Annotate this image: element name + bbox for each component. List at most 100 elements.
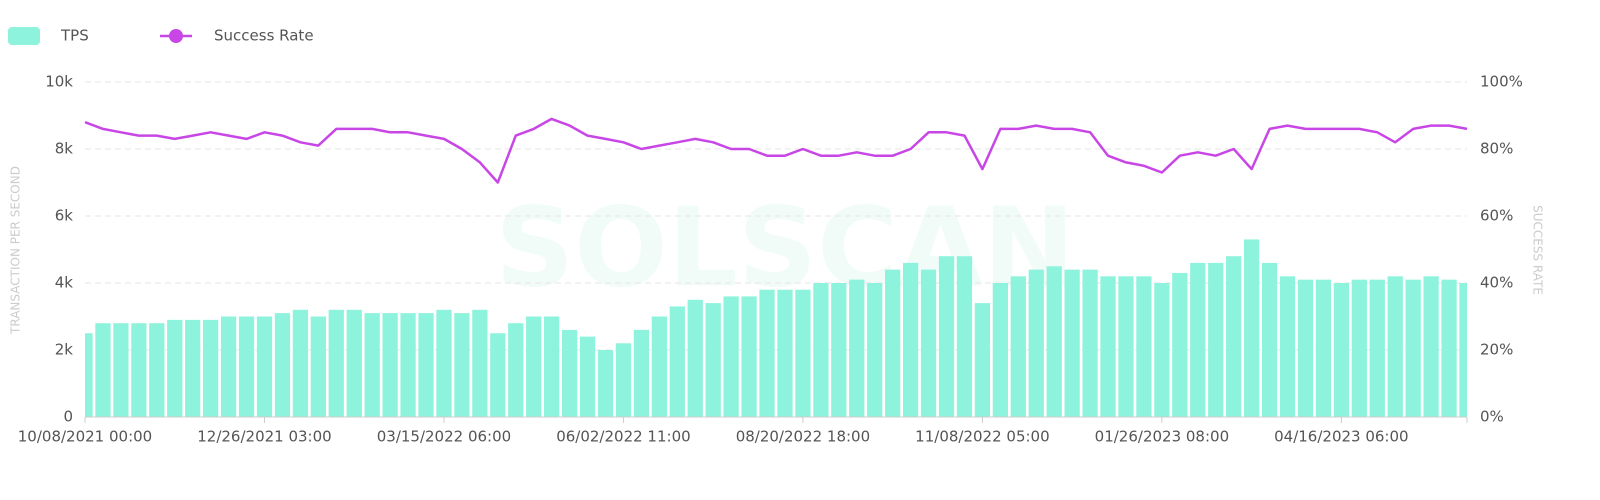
tps-bar — [1208, 262, 1224, 417]
y-axis-title: TRANSACTION PER SECOND — [9, 166, 23, 335]
legend-label: Success Rate — [214, 27, 314, 45]
y2-tick-label: 100% — [1480, 73, 1523, 91]
x-tick-label: 01/26/2023 08:00 — [1095, 428, 1229, 446]
tps-bar — [974, 303, 991, 417]
legend-swatch-dot — [169, 29, 183, 43]
legend-item[interactable]: Success Rate — [160, 27, 314, 45]
tps-bar — [1351, 279, 1367, 417]
y-tick-label: 8k — [55, 140, 74, 158]
tps-bar — [723, 296, 739, 417]
y-tick-label: 10k — [45, 73, 73, 91]
tps-bar — [920, 269, 937, 417]
x-tick-label: 04/16/2023 06:00 — [1274, 428, 1408, 446]
tps-bar — [1297, 279, 1314, 417]
tps-bar — [85, 333, 93, 417]
tps-bar — [238, 316, 255, 417]
tps-bar — [831, 283, 847, 417]
x-tick-label: 03/15/2022 06:00 — [377, 428, 511, 446]
tps-bar — [795, 289, 811, 417]
x-tick-label: 08/20/2022 18:00 — [736, 428, 870, 446]
tps-bar — [1441, 279, 1457, 417]
tps-bar — [526, 316, 542, 417]
tps-bar — [1369, 279, 1385, 417]
tps-bar — [615, 343, 632, 417]
y-tick-label: 6k — [55, 207, 74, 225]
tps-bar — [328, 309, 344, 417]
tps-bar — [1118, 276, 1134, 417]
tps-bar — [1387, 276, 1403, 417]
y-tick-label: 2k — [55, 341, 74, 359]
tps-bar — [346, 309, 362, 417]
y2-tick-label: 40% — [1480, 274, 1513, 292]
tps-bar — [687, 299, 703, 417]
tps-bar — [472, 309, 488, 417]
y-tick-label: 0 — [63, 408, 73, 426]
tps-bar — [113, 323, 129, 417]
y2-tick-label: 20% — [1480, 341, 1513, 359]
tps-bar — [292, 309, 309, 417]
tps-bar — [902, 262, 919, 417]
tps-bar — [95, 323, 111, 417]
legend-swatch — [8, 27, 40, 45]
y2-tick-label: 0% — [1480, 408, 1504, 426]
tps-bar — [813, 283, 829, 417]
tps-bar — [1405, 279, 1421, 417]
tps-bar — [651, 316, 667, 417]
tps-bar — [938, 256, 955, 417]
y2-axis-title: SUCCESS RATE — [1531, 205, 1545, 295]
tps-bar — [436, 309, 452, 417]
tps-bar — [1226, 256, 1242, 417]
tps-bar — [220, 316, 237, 417]
tps-bar — [454, 313, 470, 417]
tps-bar — [364, 313, 380, 417]
legend-item[interactable]: TPS — [8, 27, 89, 46]
tps-bar — [203, 319, 219, 417]
tps-bar — [256, 316, 273, 417]
tps-bar — [759, 289, 775, 417]
tps-bar — [633, 329, 650, 417]
x-tick-label: 12/26/2021 03:00 — [197, 428, 331, 446]
tps-bar — [1046, 266, 1062, 417]
y2-tick-label: 80% — [1480, 140, 1513, 158]
tps-bar — [1136, 276, 1152, 417]
tps-bar — [382, 313, 398, 417]
tps-bar — [167, 319, 183, 417]
tps-bar — [561, 329, 578, 417]
tps-bar — [705, 303, 721, 417]
tps-bar — [1064, 269, 1080, 417]
x-tick-label: 11/08/2022 05:00 — [915, 428, 1049, 446]
tps-bar — [1100, 276, 1116, 417]
tps-bar — [544, 316, 560, 417]
tps-bar — [1154, 283, 1170, 417]
x-tick-label: 06/02/2022 11:00 — [556, 428, 690, 446]
tps-bar — [185, 319, 201, 417]
tps-bar — [1261, 262, 1278, 417]
tps-bar — [418, 313, 434, 417]
tps-bar — [867, 283, 883, 417]
success-rate-line — [84, 117, 1468, 184]
tps-bar — [597, 350, 614, 417]
tps-bar — [956, 256, 973, 417]
tps-bar — [149, 323, 165, 417]
tps-bar — [274, 313, 291, 417]
tps-bar — [741, 296, 757, 417]
tps-bar — [1028, 269, 1044, 417]
tps-bar — [508, 323, 524, 417]
legend-label: TPS — [60, 27, 89, 45]
tps-bar — [310, 316, 326, 417]
tps-bar — [1082, 269, 1098, 417]
tps-bar — [1279, 276, 1296, 417]
tps-bar — [1243, 239, 1260, 417]
tps-bar — [1172, 272, 1188, 417]
tps-bar — [1423, 276, 1439, 417]
tps-bar — [400, 313, 416, 417]
tps-bar — [777, 289, 793, 417]
y2-tick-label: 60% — [1480, 207, 1513, 225]
tps-bar — [992, 283, 1008, 417]
tps-bar — [1315, 279, 1332, 417]
tps-bar — [669, 306, 685, 417]
tps-bar — [131, 323, 147, 417]
tps-bar — [885, 269, 901, 417]
tps-bar — [1190, 262, 1206, 417]
